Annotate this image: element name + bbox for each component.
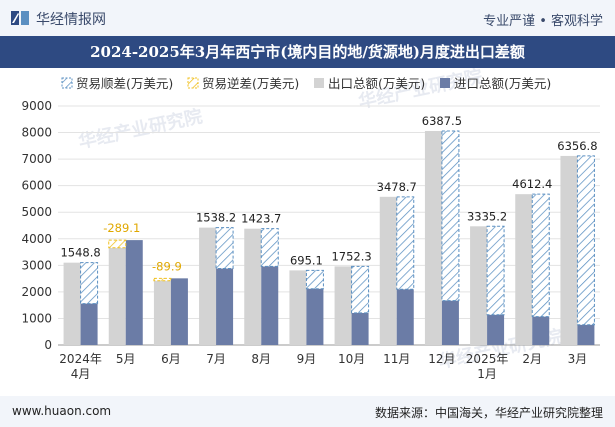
data-label: 1423.7	[241, 212, 281, 226]
surplus-bar	[260, 228, 279, 267]
legend-label: 出口总额(万美元)	[328, 76, 425, 91]
y-tick-label: 2000	[21, 285, 52, 299]
x-tick-label: 7月	[206, 352, 226, 366]
deficit-bar	[153, 277, 172, 282]
y-tick-label: 7000	[21, 152, 52, 166]
export-bar	[199, 227, 217, 345]
import-bar	[306, 288, 324, 345]
import-bar	[487, 314, 505, 345]
x-tick-label: 9月	[297, 352, 317, 366]
export-bar	[379, 196, 397, 345]
export-bar	[470, 226, 488, 345]
surplus-bar	[486, 225, 505, 316]
data-label: 1752.3	[331, 249, 371, 263]
data-label: -289.1	[103, 221, 140, 235]
x-tick-label: 6月	[161, 352, 181, 366]
y-tick-label: 0	[44, 338, 52, 352]
export-bar	[289, 270, 307, 345]
chart-title: 2024-2025年3月年西宁市(境内目的地/货源地)月度进出口差额	[0, 36, 615, 68]
legend-swatch	[440, 78, 450, 88]
x-tick-label: 2月	[522, 352, 542, 366]
import-bar	[261, 266, 279, 345]
data-label: 6387.5	[422, 114, 462, 128]
x-tick-label: 3月	[568, 352, 588, 366]
data-label: 1548.8	[60, 246, 100, 260]
y-tick-label: 6000	[21, 179, 52, 193]
legend-label: 进口总额(万美元)	[454, 76, 551, 91]
legend-label: 贸易顺差(万美元)	[76, 76, 173, 91]
surplus-bar	[576, 155, 595, 326]
data-label: 4612.4	[512, 177, 552, 191]
x-tick-label: 8月	[251, 352, 271, 366]
y-tick-label: 9000	[21, 99, 52, 113]
logo-icon	[11, 11, 29, 25]
x-tick-label: 4月	[71, 367, 91, 381]
import-bar	[125, 240, 143, 345]
website-link[interactable]: www.huaon.com	[12, 404, 112, 418]
x-tick-label: 5月	[116, 352, 136, 366]
brand-name: 华经情报网	[36, 12, 106, 28]
x-tick-label: 1月	[477, 367, 497, 381]
import-bar	[170, 278, 188, 345]
data-label: 695.1	[290, 253, 323, 267]
footer: www.huaon.com 数据来源：中国海关，华经产业研究院整理	[0, 396, 615, 427]
x-tick-label: 10月	[338, 352, 365, 366]
y-tick-label: 1000	[21, 311, 52, 325]
surplus-bar	[351, 265, 370, 314]
x-tick-label: 11月	[383, 352, 410, 366]
watermark-text: 华经产业研究院	[76, 105, 204, 153]
export-bar	[515, 194, 533, 345]
import-bar	[396, 289, 414, 345]
surplus-bar	[531, 193, 550, 318]
surplus-bar	[396, 196, 415, 290]
legend-swatch	[61, 77, 73, 89]
slogan: 专业严谨 • 客观科学	[483, 14, 603, 29]
y-tick-label: 8000	[21, 126, 52, 140]
y-tick-label: 5000	[21, 205, 52, 219]
deficit-bar	[108, 239, 127, 249]
export-bar	[244, 228, 262, 345]
x-tick-label: 2025年	[466, 352, 509, 366]
import-bar	[80, 303, 98, 345]
import-bar	[532, 316, 550, 345]
legend-label: 贸易逆差(万美元)	[202, 76, 299, 91]
data-label: 3335.2	[467, 209, 507, 223]
import-bar	[577, 324, 595, 345]
x-tick-label: 2024年	[59, 352, 102, 366]
import-bar	[216, 268, 234, 345]
import-bar	[441, 300, 459, 345]
export-bar	[153, 280, 171, 345]
x-tick-label: 12月	[428, 352, 455, 366]
export-bar	[63, 262, 81, 345]
data-label: -89.9	[152, 259, 182, 273]
export-bar	[108, 247, 126, 345]
data-label: 3478.7	[377, 180, 417, 194]
surplus-bar	[441, 130, 460, 302]
surplus-bar	[305, 269, 324, 290]
data-source: 数据来源：中国海关，华经产业研究院整理	[374, 406, 603, 420]
legend-swatch	[314, 78, 324, 88]
import-bar	[351, 312, 369, 345]
data-label: 1538.2	[196, 211, 236, 225]
export-bar	[424, 130, 442, 345]
data-label: 6356.8	[557, 139, 597, 153]
surplus-bar	[80, 262, 99, 305]
y-tick-label: 3000	[21, 258, 52, 272]
top-bar: 华经情报网 专业严谨 • 客观科学	[0, 0, 615, 36]
y-tick-label: 4000	[21, 232, 52, 246]
export-bar	[334, 266, 352, 345]
export-bar	[560, 155, 578, 345]
surplus-bar	[215, 227, 234, 270]
legend-swatch	[187, 77, 199, 89]
